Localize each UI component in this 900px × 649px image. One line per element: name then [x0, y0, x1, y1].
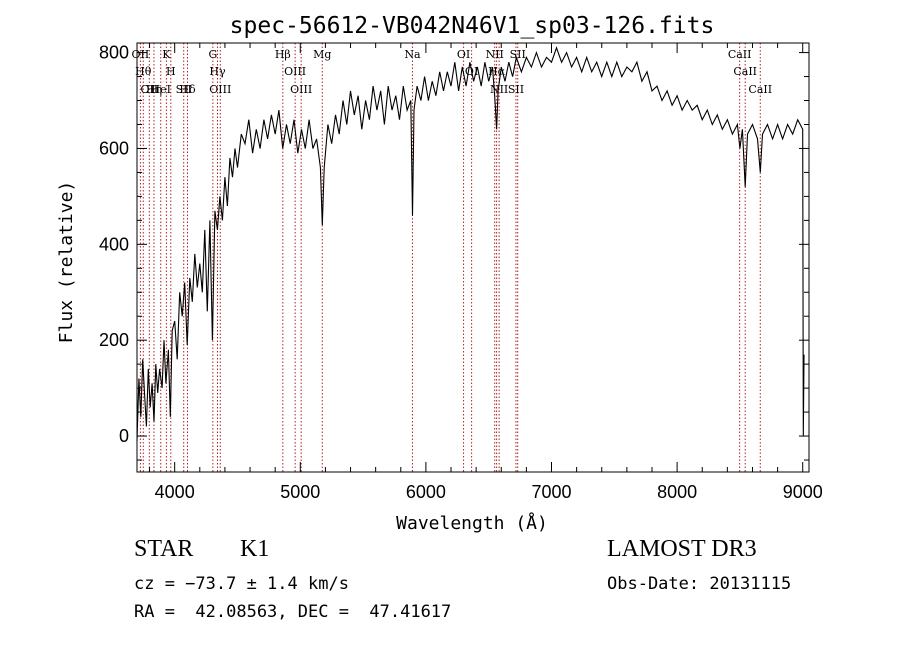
line-label-oi: OI — [457, 48, 470, 61]
line-label-sii: SII — [508, 83, 524, 96]
line-label-hγ: Hγ — [209, 65, 226, 78]
line-label-h: H — [166, 65, 176, 78]
x-tick-label: 6000 — [406, 482, 446, 502]
line-label-hβ: Hβ — [275, 48, 291, 61]
x-tick-label: 5000 — [280, 482, 320, 502]
x-tick-label: 4000 — [155, 482, 195, 502]
object-class: STAR — [134, 536, 194, 562]
x-axis-ticks: 4000 5000 6000 7000 8000 9000 — [149, 43, 823, 502]
survey-name: LAMOST DR3 — [607, 536, 757, 562]
line-label-nii: NII — [486, 48, 504, 61]
line-label-oiii: OIII — [290, 83, 312, 96]
x-tick-label: 8000 — [657, 482, 697, 502]
line-label-oii: OII — [140, 83, 158, 96]
y-tick-label: 400 — [99, 234, 129, 254]
line-label-caii: CaII — [728, 48, 752, 61]
line-label-sii: SII — [176, 83, 192, 96]
line-label-oiii: OIII — [209, 83, 231, 96]
y-axis-ticks: 0 200 400 600 800 — [99, 43, 809, 461]
line-label-caii: CaII — [748, 83, 772, 96]
line-label-k: K — [162, 48, 171, 61]
plot-frame — [136, 42, 810, 473]
line-label-hei: HeI — [151, 83, 171, 96]
y-tick-label: 200 — [99, 330, 129, 350]
coordinates: RA = 42.08563, DEC = 47.41617 — [134, 602, 452, 622]
redshift-value: cz = −73.7 ± 1.4 km/s — [134, 574, 349, 594]
line-label-mg: Mg — [313, 48, 331, 61]
line-label-hθ: Hθ — [135, 65, 152, 78]
x-tick-label: 9000 — [783, 482, 823, 502]
line-label-hη: Hη — [146, 83, 162, 96]
line-label-g: G — [208, 48, 217, 61]
line-label-caii: CaII — [733, 65, 757, 78]
line-label-oii: OII — [132, 48, 150, 61]
y-tick-label: 0 — [119, 426, 129, 446]
object-subclass: K1 — [240, 536, 270, 562]
chart-title: spec-56612-VB042N46V1_sp03-126.fits — [230, 13, 715, 39]
spectrum-line — [136, 46, 805, 441]
spectral-line-markers — [139, 43, 761, 472]
line-label-oiii: OIII — [284, 65, 306, 78]
line-label-sii: SII — [510, 48, 526, 61]
x-tick-label: 7000 — [531, 482, 571, 502]
y-axis-label: Flux (relative) — [56, 181, 77, 344]
y-tick-label: 600 — [99, 138, 129, 158]
line-label-na: Na — [404, 48, 421, 61]
y-tick-label: 800 — [99, 43, 129, 63]
x-axis-label: Wavelength (Å) — [396, 512, 548, 534]
observation-date: Obs-Date: 20131115 — [607, 574, 792, 594]
line-label-hδ: Hδ — [179, 83, 196, 96]
